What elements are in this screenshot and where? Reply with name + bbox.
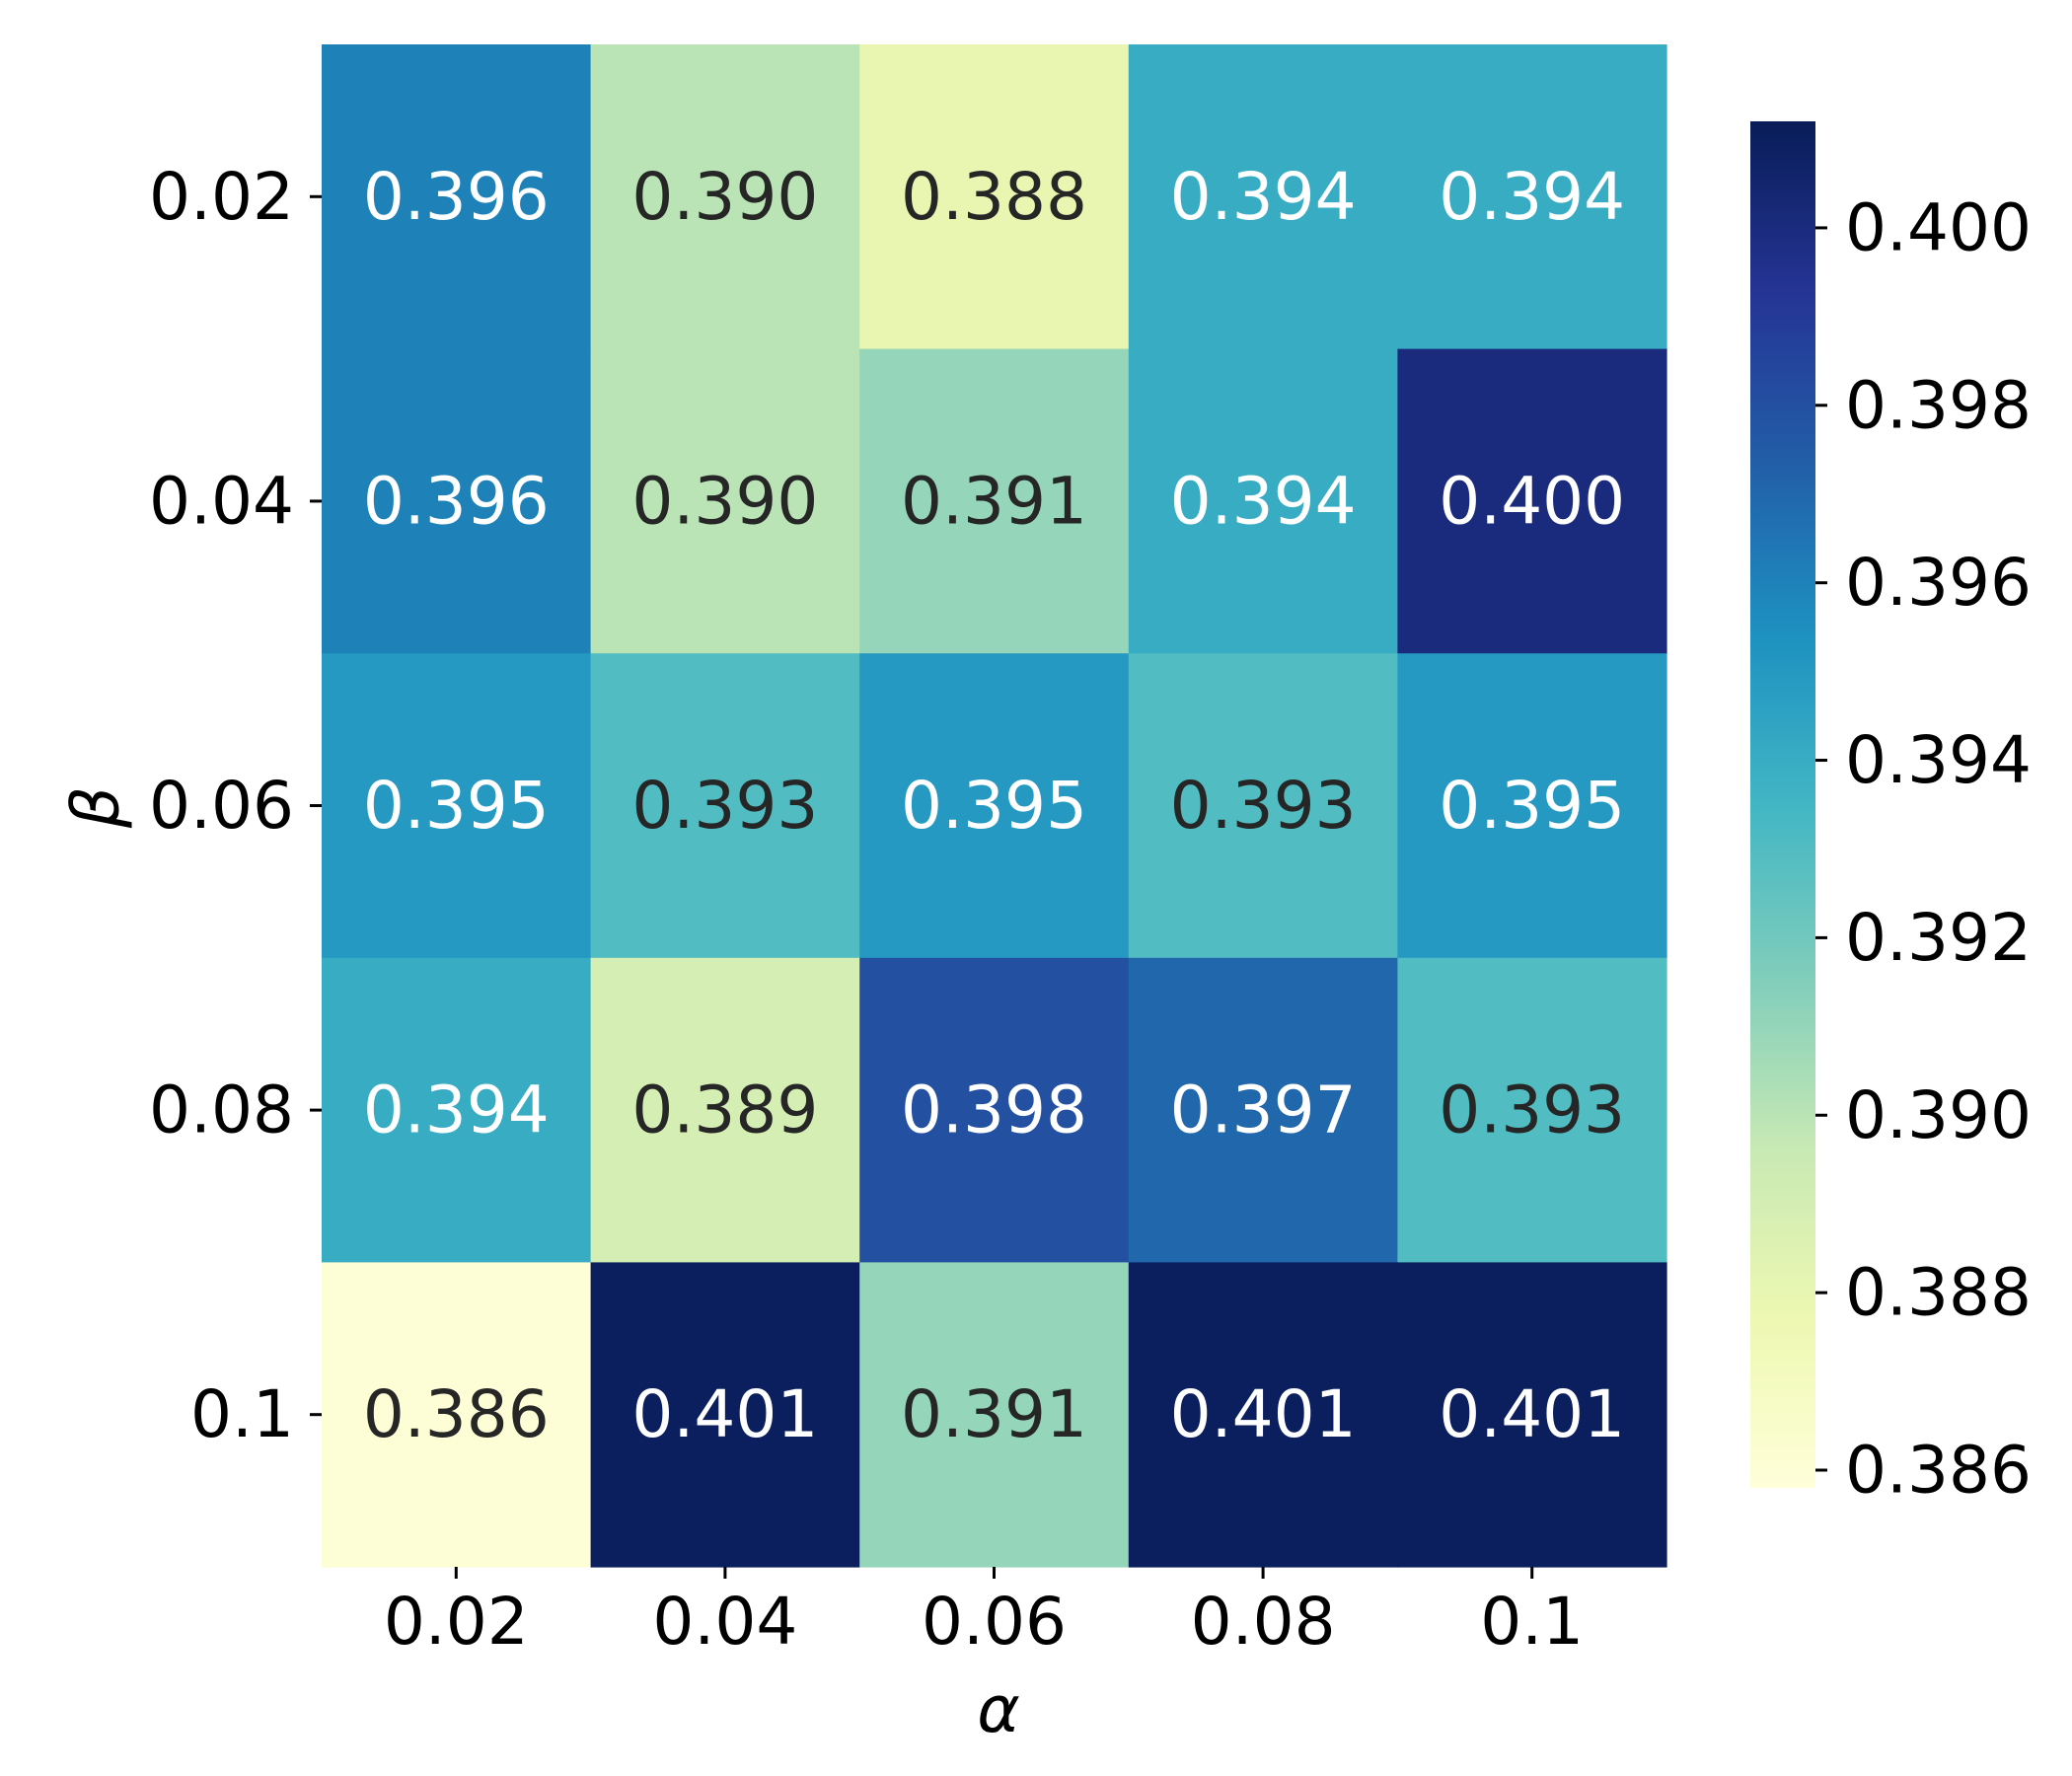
x-axis: 0.02 0.04 0.06 0.08 0.1: [384, 1567, 1584, 1660]
heatmap-cell: [859, 348, 1130, 654]
heatmap-cell: [859, 44, 1130, 350]
y-axis: 0.02 0.04 0.06 0.08 0.1: [149, 159, 322, 1452]
heatmap-cell-label: 0.396: [363, 463, 550, 539]
heatmap-cell: [1128, 348, 1398, 654]
heatmap-cell: [1128, 957, 1398, 1263]
heatmap-cell-label: 0.390: [631, 463, 818, 539]
x-tick-label: 0.04: [652, 1584, 797, 1660]
heatmap-cell-label: 0.393: [1439, 1073, 1625, 1148]
heatmap-cell-label: 0.401: [1170, 1376, 1357, 1452]
heatmap-cell: [1397, 1262, 1667, 1568]
heatmap-cell-label: 0.394: [1170, 159, 1357, 235]
colorbar-tick-label: 0.390: [1845, 1077, 2032, 1153]
heatmap-cell-label: 0.388: [901, 159, 1087, 235]
heatmap-cell-label: 0.395: [363, 768, 550, 844]
colorbar-tick-label: 0.398: [1845, 367, 2032, 443]
y-tick-label: 0.02: [149, 159, 294, 235]
heatmap-cell-label: 0.391: [901, 1376, 1087, 1452]
heatmap-cell: [322, 44, 592, 350]
heatmap-cell: [1397, 653, 1667, 959]
heatmap-cell: [1397, 348, 1667, 654]
heatmap-cell: [1397, 957, 1667, 1263]
heatmap-cell: [1128, 1262, 1398, 1568]
heatmap-cell-label: 0.393: [1170, 768, 1357, 844]
colorbar-tick-label: 0.394: [1845, 722, 2032, 798]
heatmap-cell-label: 0.401: [631, 1376, 818, 1452]
heatmap-cell-label: 0.394: [1170, 463, 1357, 539]
heatmap-cell: [1397, 44, 1667, 350]
heatmap-cell-label: 0.395: [901, 768, 1087, 844]
heatmap-cell: [322, 957, 592, 1263]
heatmap-cell: [859, 653, 1130, 959]
heatmap-cell: [590, 653, 860, 959]
heatmap-cell: [859, 1262, 1130, 1568]
heatmap-cell-label: 0.393: [631, 768, 818, 844]
x-axis-label: α: [977, 1671, 1020, 1747]
heatmap-cell: [1128, 44, 1398, 350]
heatmap-cell-label: 0.389: [631, 1073, 818, 1148]
colorbar-tick-label: 0.388: [1845, 1255, 2032, 1331]
heatmap-cell: [590, 1262, 860, 1568]
heatmap-cell-label: 0.398: [901, 1073, 1087, 1148]
y-tick-label: 0.08: [149, 1073, 294, 1148]
heatmap-cell-label: 0.394: [363, 1073, 550, 1148]
heatmap-cell-label: 0.395: [1439, 768, 1625, 844]
heatmap-cell-label: 0.394: [1439, 159, 1625, 235]
x-tick-label: 0.1: [1480, 1584, 1584, 1660]
x-tick-label: 0.06: [922, 1584, 1067, 1660]
heatmap-cell-label: 0.400: [1439, 463, 1625, 539]
heatmap-cell-label: 0.391: [901, 463, 1087, 539]
x-tick-label: 0.02: [384, 1584, 529, 1660]
heatmap-cell: [322, 348, 592, 654]
y-tick-label: 0.06: [149, 768, 294, 844]
heatmap-cell-label: 0.397: [1170, 1073, 1357, 1148]
heatmap-cell-label: 0.386: [363, 1376, 550, 1452]
heatmap-cell: [590, 957, 860, 1263]
y-tick-label: 0.04: [149, 463, 294, 539]
heatmap-cell: [590, 348, 860, 654]
heatmap-cell-label: 0.390: [631, 159, 818, 235]
heatmap-cell: [859, 957, 1130, 1263]
colorbar-tick-label: 0.400: [1845, 189, 2032, 265]
heatmap-cell: [1128, 653, 1398, 959]
colorbar-tick-label: 0.396: [1845, 545, 2032, 621]
heatmap-cell: [590, 44, 860, 350]
colorbar-tick-label: 0.386: [1845, 1433, 2032, 1509]
heatmap-cell-labels: 0.396 0.390 0.388 0.394 0.394 0.396 0.390 0.391…: [363, 159, 1625, 1452]
x-tick-label: 0.08: [1191, 1584, 1336, 1660]
y-axis-label: β: [58, 786, 134, 829]
heatmap-cell: [322, 653, 592, 959]
colorbar-gradient: [1750, 121, 1815, 1488]
colorbar: 0.386 0.388 0.390 0.392 0.394 0.396 0.398 0.400: [1750, 121, 2032, 1509]
heatmap-cell-label: 0.401: [1439, 1376, 1625, 1452]
colorbar-tick-label: 0.392: [1845, 900, 2032, 976]
heatmap-cells: [322, 44, 1667, 1568]
heatmap-cell-label: 0.396: [363, 159, 550, 235]
heatmap-cell: [322, 1262, 592, 1568]
y-tick-label: 0.1: [190, 1376, 294, 1452]
